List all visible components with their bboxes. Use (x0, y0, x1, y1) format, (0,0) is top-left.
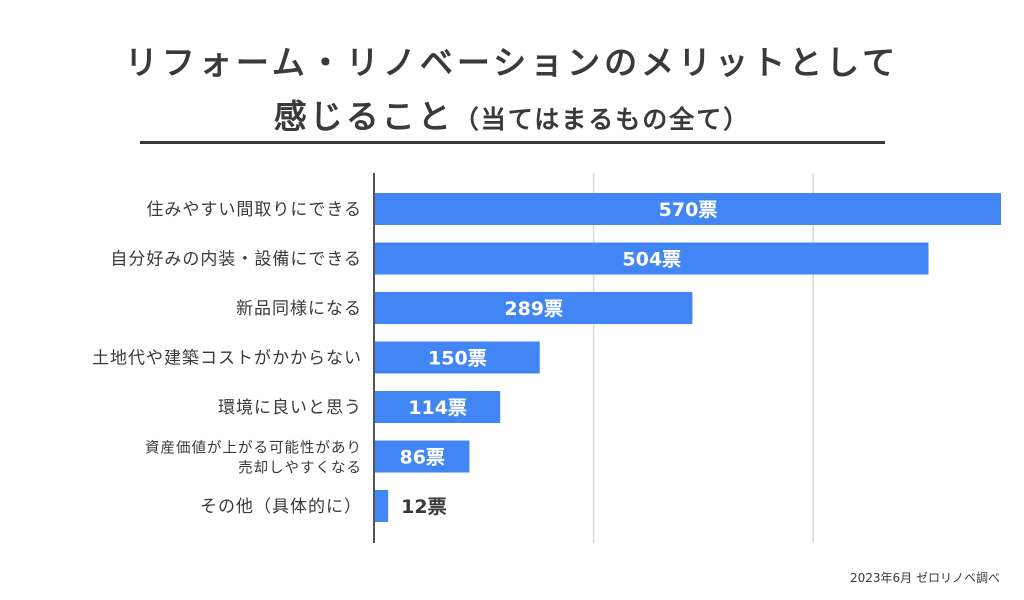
category-label-5: 資産価値が上がる可能性があり売却しやすくなる (145, 440, 362, 477)
bar-4 (375, 391, 501, 423)
value-label-0: 570票 (659, 199, 718, 221)
chart-title-main: 感じること (273, 97, 454, 136)
category-label-6: その他（具体的に） (200, 497, 362, 517)
gridlines (373, 173, 815, 543)
bar-2 (375, 292, 693, 324)
title-underline (140, 141, 885, 144)
category-label-2: 新品同様になる (236, 299, 362, 319)
category-label-4: 環境に良いと思う (218, 398, 362, 418)
bar-1 (375, 242, 929, 275)
value-label-3: 150票 (428, 348, 487, 370)
chart-title-sub: （当てはまるもの全て） (453, 105, 751, 134)
chart-title-line2: 感じること（当てはまるもの全て） (0, 90, 1024, 138)
value-label-5: 86票 (399, 447, 444, 469)
bar-5 (375, 440, 470, 473)
bar-3 (375, 341, 540, 374)
value-label-1: 504票 (622, 249, 681, 271)
bars (375, 193, 1001, 522)
category-labels: 住みやすい間取りにできる自分好みの内装・設備にできる新品同様になる土地代や建築コ… (92, 200, 362, 517)
value-label-6: 12票 (401, 496, 446, 518)
bar-0 (375, 193, 1001, 225)
bar-6 (375, 490, 389, 522)
source-note: 2023年6月 ゼロリノベ調べ (850, 571, 1000, 585)
category-label-0: 住みやすい間取りにできる (146, 200, 362, 220)
value-labels: 570票 504票 289票 150票 114票 86票 12票 (399, 199, 717, 518)
chart-title-line1: リフォーム・リノベーションのメリットとして (124, 43, 900, 82)
value-label-4: 114票 (408, 397, 467, 419)
value-label-2: 289票 (504, 298, 563, 320)
category-label-1: 自分好みの内装・設備にできる (110, 250, 362, 270)
category-label-3: 土地代や建築コストがかからない (92, 349, 362, 369)
